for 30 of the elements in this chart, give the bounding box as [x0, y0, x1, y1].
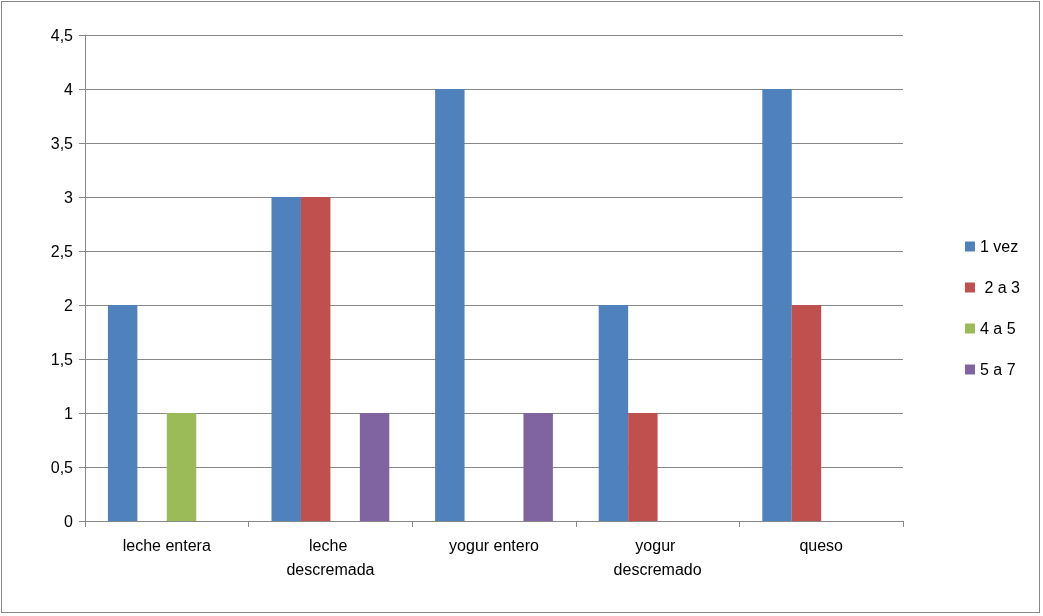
y-tick-label: 0,5 — [50, 458, 74, 476]
x-tick-label: yogur entero — [449, 536, 540, 554]
legend-label: 2 a 3 — [979, 279, 1021, 296]
y-tick-label: 3,5 — [50, 134, 74, 152]
bar — [435, 89, 465, 521]
bar — [598, 305, 629, 521]
legend-label: 1 vez — [979, 238, 1019, 255]
x-tick-label: leche descremada — [286, 536, 375, 578]
x-tick-label: leche entera — [122, 536, 211, 554]
y-tick-label: 0 — [64, 512, 74, 530]
bar — [107, 305, 138, 521]
y-tick-label: 4 — [64, 80, 74, 98]
x-tick-label: queso — [799, 536, 844, 554]
legend-label: 5 a 7 — [979, 361, 1016, 378]
bar — [166, 413, 197, 521]
y-tick-label: 4,5 — [50, 26, 74, 44]
bar — [359, 413, 390, 521]
bar — [271, 197, 301, 521]
y-tick-label: 2 — [64, 296, 74, 314]
y-tick-label: 3 — [64, 188, 74, 206]
y-tick-label: 1,5 — [50, 350, 74, 368]
bar — [762, 89, 792, 521]
x-tick-label: yogur descremado — [613, 536, 702, 578]
bar — [523, 413, 553, 521]
bar — [300, 197, 331, 521]
bar — [628, 413, 658, 521]
bar — [791, 305, 822, 521]
y-tick-label: 1 — [64, 404, 74, 422]
legend-label: 4 a 5 — [979, 320, 1016, 337]
y-tick-label: 2,5 — [50, 242, 74, 260]
